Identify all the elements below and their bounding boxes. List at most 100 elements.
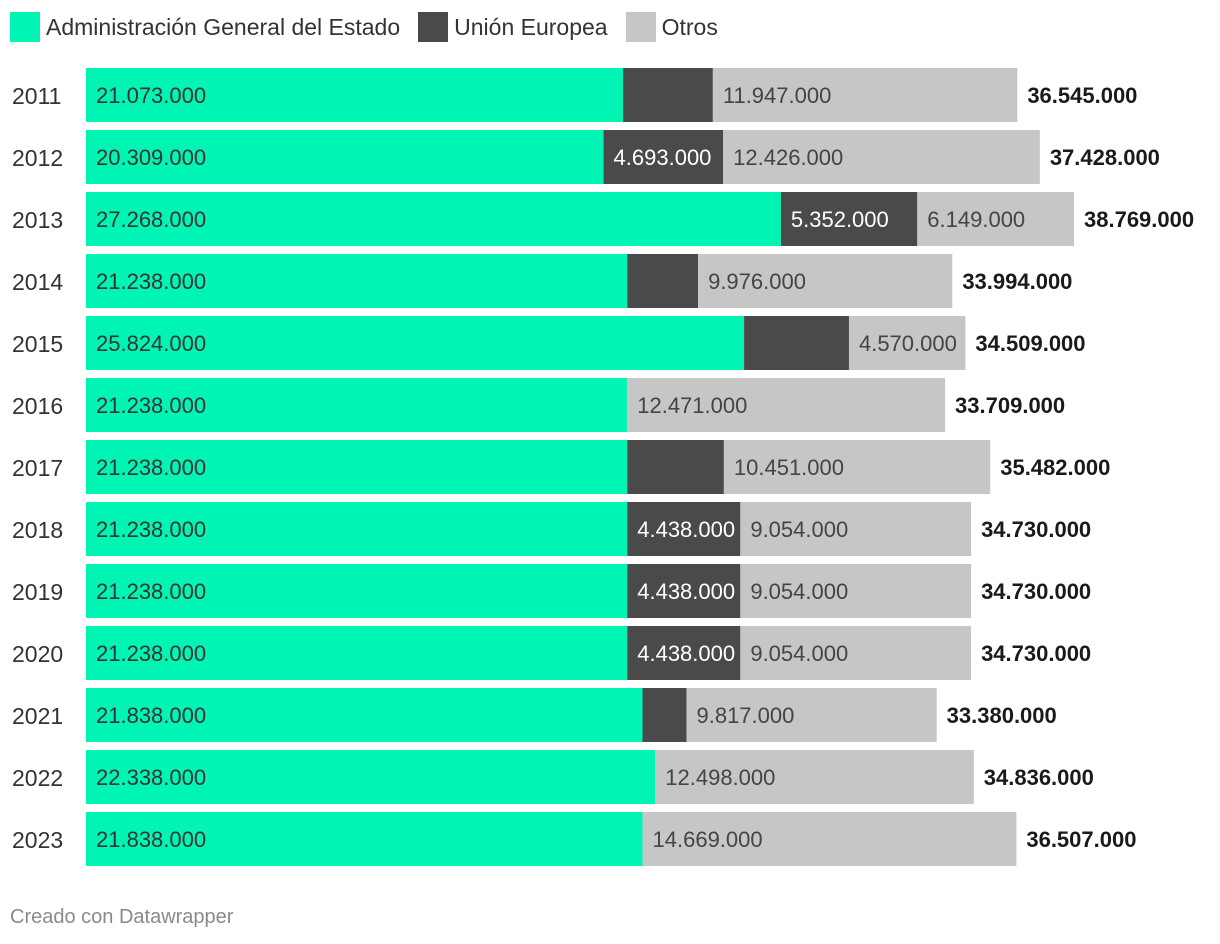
- bar-administracion-general-del-estado-2013: [86, 192, 781, 246]
- data-label-otros-2013: 6.149.000: [927, 207, 1025, 232]
- data-label-administracion-general-del-estado-2012: 20.309.000: [96, 145, 206, 170]
- bar-otros-2014: [698, 254, 953, 308]
- data-label-otros-2015: 4.570.000: [859, 331, 957, 356]
- bar-otros-2015: [848, 316, 966, 370]
- data-label-administracion-general-del-estado-2020: 21.238.000: [96, 641, 206, 666]
- chart-legend: Administración General del Estado Unión …: [10, 12, 736, 42]
- data-label-otros-2014: 9.976.000: [708, 269, 806, 294]
- bar-union-europea-2011: [623, 68, 713, 122]
- bar-union-europea-2019: [627, 564, 741, 618]
- legend-label-otros: Otros: [661, 13, 718, 40]
- bar-union-europea-2013: [780, 192, 918, 246]
- data-label-administracion-general-del-estado-2023: 21.838.000: [96, 827, 206, 852]
- bar-otros-2018: [740, 502, 972, 556]
- bar-union-europea-2020: [627, 626, 741, 680]
- total-label-2013: 38.769.000: [1084, 207, 1194, 232]
- total-label-2023: 36.507.000: [1026, 827, 1136, 852]
- data-label-union-europea-2018: 4.438.000: [637, 517, 735, 542]
- y-tick-label-2014: 2014: [12, 269, 63, 295]
- bar-otros-2019: [740, 564, 972, 618]
- legend-swatch-otros: [625, 12, 656, 42]
- total-label-2016: 33.709.000: [955, 393, 1065, 418]
- data-label-otros-2016: 12.471.000: [637, 393, 747, 418]
- bar-union-europea-2012: [603, 130, 724, 184]
- data-label-union-europea-2012: 4.693.000: [614, 145, 712, 170]
- total-label-2017: 35.482.000: [1000, 455, 1110, 480]
- legend-swatch-ue: [418, 12, 449, 42]
- y-tick-label-2013: 2013: [12, 207, 63, 233]
- bar-administracion-general-del-estado-2011: [86, 68, 624, 122]
- bar-administracion-general-del-estado-2017: [86, 440, 628, 494]
- y-tick-label-2012: 2012: [12, 145, 63, 171]
- y-tick-label-2021: 2021: [12, 703, 63, 729]
- y-tick-label-2018: 2018: [12, 517, 63, 543]
- bar-otros-2017: [723, 440, 991, 494]
- total-label-2011: 36.545.000: [1027, 83, 1137, 108]
- data-label-otros-2019: 9.054.000: [750, 579, 848, 604]
- data-label-otros-2020: 9.054.000: [750, 641, 848, 666]
- legend-label-ue: Unión Europea: [454, 13, 608, 40]
- y-tick-label-2019: 2019: [12, 579, 63, 605]
- y-tick-label-2023: 2023: [12, 827, 63, 853]
- bar-administracion-general-del-estado-2015: [86, 316, 745, 370]
- legend-item-otros: Otros: [625, 12, 718, 42]
- total-label-2019: 34.730.000: [981, 579, 1091, 604]
- total-label-2015: 34.509.000: [975, 331, 1085, 356]
- total-label-2022: 34.836.000: [984, 765, 1094, 790]
- total-label-2021: 33.380.000: [947, 703, 1057, 728]
- bar-administracion-general-del-estado-2022: [86, 750, 656, 804]
- bar-otros-2023: [642, 812, 1017, 866]
- legend-label-age: Administración General del Estado: [46, 13, 401, 40]
- data-label-otros-2018: 9.054.000: [750, 517, 848, 542]
- legend-item-ue: Unión Europea: [418, 12, 608, 42]
- data-label-union-europea-2019: 4.438.000: [637, 579, 735, 604]
- total-label-2014: 33.994.000: [962, 269, 1072, 294]
- bar-union-europea-2015: [744, 316, 849, 370]
- bar-administracion-general-del-estado-2019: [86, 564, 628, 618]
- y-tick-label-2017: 2017: [12, 455, 63, 481]
- bar-union-europea-2021: [642, 688, 687, 742]
- bar-otros-2021: [686, 688, 937, 742]
- data-label-administracion-general-del-estado-2013: 27.268.000: [96, 207, 206, 232]
- data-label-otros-2012: 12.426.000: [733, 145, 843, 170]
- data-label-otros-2011: 11.947.000: [723, 83, 831, 108]
- bar-union-europea-2018: [627, 502, 741, 556]
- y-tick-label-2011: 2011: [12, 83, 61, 109]
- data-label-administracion-general-del-estado-2021: 21.838.000: [96, 703, 206, 728]
- data-label-administracion-general-del-estado-2016: 21.238.000: [96, 393, 206, 418]
- data-label-union-europea-2013: 5.352.000: [791, 207, 889, 232]
- total-label-2012: 37.428.000: [1050, 145, 1160, 170]
- bar-otros-2012: [723, 130, 1040, 184]
- data-label-administracion-general-del-estado-2014: 21.238.000: [96, 269, 206, 294]
- bar-otros-2020: [740, 626, 972, 680]
- data-label-administracion-general-del-estado-2022: 22.338.000: [96, 765, 206, 790]
- data-label-administracion-general-del-estado-2018: 21.238.000: [96, 517, 206, 542]
- bar-administracion-general-del-estado-2016: [86, 378, 628, 432]
- bar-administracion-general-del-estado-2012: [86, 130, 604, 184]
- y-tick-label-2015: 2015: [12, 331, 63, 357]
- y-tick-label-2016: 2016: [12, 393, 63, 419]
- data-label-otros-2017: 10.451.000: [734, 455, 844, 480]
- data-label-otros-2022: 12.498.000: [665, 765, 775, 790]
- legend-item-age: Administración General del Estado: [10, 12, 400, 42]
- footer-credit: Creado con Datawrapper: [10, 906, 234, 928]
- bar-administracion-general-del-estado-2020: [86, 626, 628, 680]
- legend-swatch-age: [10, 12, 40, 42]
- bar-otros-2022: [655, 750, 974, 804]
- bar-administracion-general-del-estado-2014: [86, 254, 628, 308]
- data-label-union-europea-2020: 4.438.000: [637, 641, 735, 666]
- data-label-administracion-general-del-estado-2011: 21.073.000: [96, 83, 206, 108]
- y-tick-label-2022: 2022: [12, 765, 63, 791]
- bar-otros-2016: [627, 378, 946, 432]
- total-label-2020: 34.730.000: [981, 641, 1091, 666]
- bar-administracion-general-del-estado-2018: [86, 502, 628, 556]
- bar-administracion-general-del-estado-2021: [86, 688, 643, 742]
- data-label-administracion-general-del-estado-2017: 21.238.000: [96, 455, 206, 480]
- data-label-administracion-general-del-estado-2019: 21.238.000: [96, 579, 206, 604]
- bar-otros-2011: [712, 68, 1018, 122]
- bar-administracion-general-del-estado-2023: [86, 812, 643, 866]
- bar-union-europea-2014: [627, 254, 699, 308]
- y-tick-label-2020: 2020: [12, 641, 63, 667]
- data-label-administracion-general-del-estado-2015: 25.824.000: [96, 331, 206, 356]
